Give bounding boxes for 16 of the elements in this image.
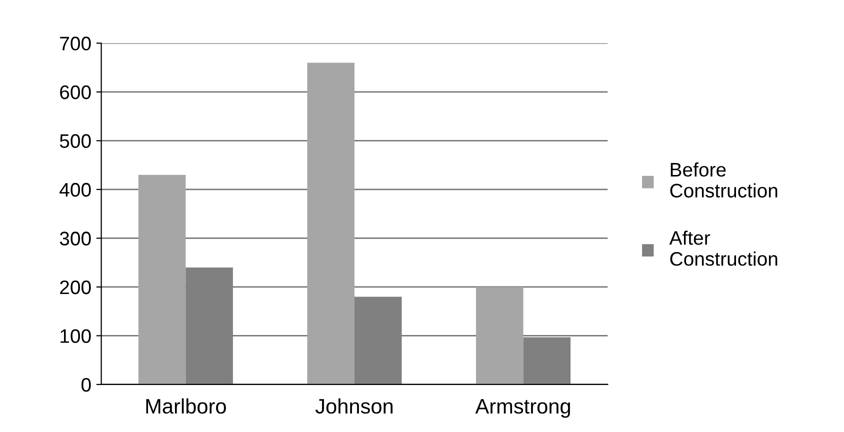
legend-label: Before Construction <box>670 162 778 198</box>
y-tick-label: 500 <box>60 134 91 148</box>
y-tick-label: 700 <box>60 36 91 50</box>
bar <box>476 286 524 384</box>
x-tick-label: Johnson <box>315 398 393 414</box>
bar <box>307 62 354 384</box>
x-tick-label: Marlboro <box>146 398 226 414</box>
y-tick-label: 100 <box>60 329 91 343</box>
y-tick-label: 600 <box>60 85 91 100</box>
x-tick-label: Armstrong <box>475 399 570 418</box>
y-tick-label: 200 <box>60 280 91 294</box>
y-tick-label: 400 <box>60 182 91 197</box>
bar <box>138 174 186 384</box>
legend-label: After Construction <box>669 230 778 266</box>
y-tick-label: 0 <box>82 378 91 392</box>
y-tick-label: 300 <box>60 232 91 246</box>
